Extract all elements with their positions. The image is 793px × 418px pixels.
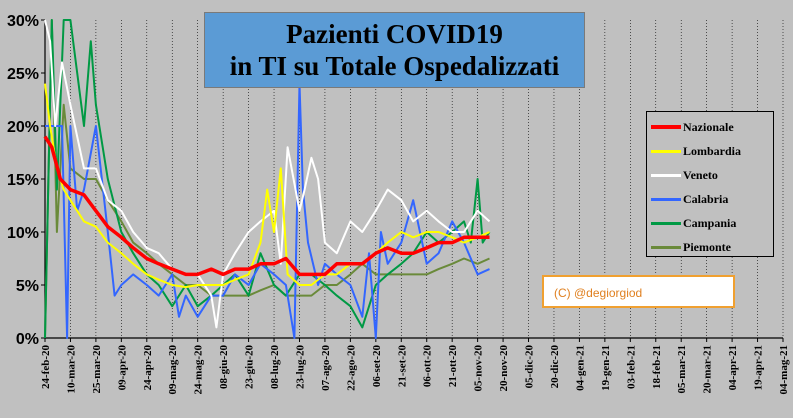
x-tick-label: 23-lug-20 bbox=[294, 345, 306, 390]
x-tick-label: 09-apr-20 bbox=[116, 345, 128, 391]
x-tick-label: 04-mag-21 bbox=[778, 345, 790, 395]
legend-item-nazionale: Nazionale bbox=[647, 115, 773, 139]
x-tick-label: 23-giu-20 bbox=[244, 345, 256, 390]
legend-swatch bbox=[651, 125, 681, 129]
x-tick-label: 20-dic-20 bbox=[549, 345, 561, 389]
x-tick-label: 08-lug-20 bbox=[269, 345, 281, 390]
x-tick-label: 24-mag-20 bbox=[193, 345, 205, 395]
x-tick-label: 21-set-20 bbox=[396, 345, 408, 388]
legend-item-calabria: Calabria bbox=[647, 187, 773, 211]
chart-title: Pazienti COVID19 in TI su Totale Ospedal… bbox=[204, 12, 585, 88]
y-tick-label: 10% bbox=[7, 225, 39, 242]
legend-label: Veneto bbox=[683, 167, 718, 182]
legend-label: Lombardia bbox=[683, 143, 742, 158]
x-tick-label: 19-apr-21 bbox=[753, 345, 765, 390]
copyright-box: (C) @degiorgiod bbox=[542, 275, 735, 308]
x-tick-label: 10-mar-20 bbox=[65, 345, 77, 394]
x-tick-label: 20-mar-21 bbox=[702, 345, 714, 393]
x-tick-label: 09-mag-20 bbox=[167, 345, 179, 395]
chart-title-line-2: in TI su Totale Ospedalizzati bbox=[229, 51, 560, 81]
legend-swatch bbox=[651, 245, 681, 249]
series-line-veneto bbox=[44, 19, 491, 329]
legend-label: Piemonte bbox=[683, 239, 731, 254]
series-line-piemonte bbox=[44, 19, 490, 339]
y-tick-label: 25% bbox=[7, 66, 39, 83]
x-tick-label: 24-feb-20 bbox=[40, 345, 52, 389]
x-tick-label: 22-ago-20 bbox=[345, 345, 357, 391]
x-tick-label: 04-gen-21 bbox=[574, 345, 586, 391]
x-tick-label: 21-ott-20 bbox=[447, 345, 459, 388]
legend-item-veneto: Veneto bbox=[647, 163, 773, 187]
legend-swatch bbox=[651, 149, 681, 153]
x-tick-label: 04-apr-21 bbox=[727, 345, 739, 390]
series-line-nazionale bbox=[43, 135, 490, 277]
x-tick-label: 20-nov-20 bbox=[498, 345, 510, 392]
legend-label: Calabria bbox=[683, 191, 729, 206]
x-tick-label: 05-dic-20 bbox=[524, 345, 536, 389]
legend-item-piemonte: Piemonte bbox=[647, 235, 773, 259]
x-tick-label: 06-set-20 bbox=[371, 345, 383, 388]
x-tick-label: 05-mar-21 bbox=[676, 345, 688, 393]
legend-item-lombardia: Lombardia bbox=[647, 139, 773, 163]
y-tick-label: 15% bbox=[7, 172, 39, 189]
x-tick-label: 06-ott-20 bbox=[422, 345, 434, 388]
legend-swatch bbox=[651, 221, 681, 225]
legend-label: Campania bbox=[683, 215, 737, 230]
x-tick-label: 18-feb-21 bbox=[651, 345, 663, 389]
x-tick-label: 05-nov-20 bbox=[473, 345, 485, 392]
legend-item-campania: Campania bbox=[647, 211, 773, 235]
series-line-lombardia bbox=[44, 83, 490, 289]
legend-swatch bbox=[651, 173, 681, 177]
x-tick-label: 24-apr-20 bbox=[142, 345, 154, 391]
x-tick-label: 07-ago-20 bbox=[320, 345, 332, 391]
legend-swatch bbox=[651, 197, 681, 201]
legend: Nazionale Lombardia Veneto Calabria Camp… bbox=[646, 111, 774, 257]
legend-label: Nazionale bbox=[683, 119, 734, 134]
x-tick-label: 19-gen-21 bbox=[600, 345, 612, 391]
y-tick-label: 0% bbox=[16, 331, 39, 348]
copyright-text: (C) @degiorgiod bbox=[554, 286, 643, 300]
y-tick-label: 5% bbox=[16, 278, 39, 295]
x-tick-label: 03-feb-21 bbox=[625, 345, 637, 389]
x-tick-label: 25-mar-20 bbox=[91, 345, 103, 394]
x-tick-label: 08-giu-20 bbox=[218, 345, 230, 390]
chart-title-line-1: Pazienti COVID19 bbox=[286, 19, 503, 49]
y-tick-label: 30% bbox=[7, 13, 39, 30]
y-tick-label: 20% bbox=[7, 119, 39, 136]
